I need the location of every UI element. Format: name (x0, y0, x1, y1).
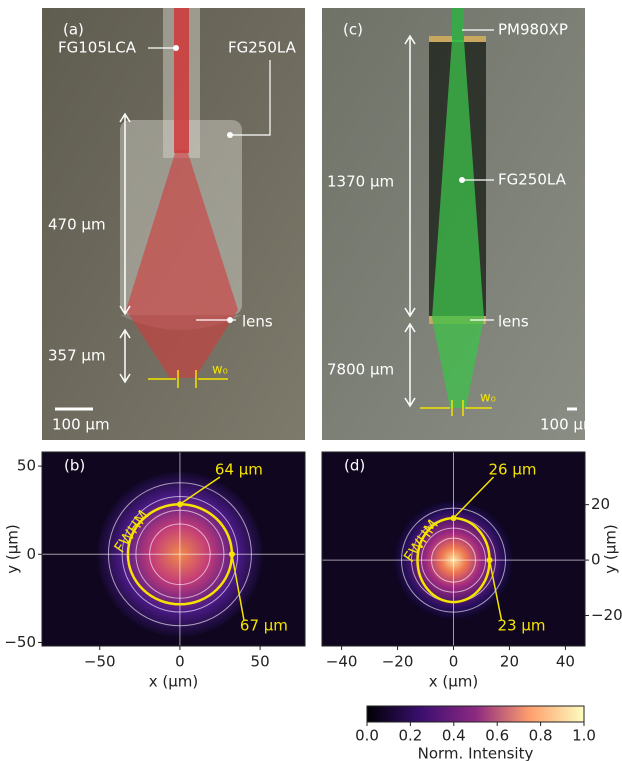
colorbar-label: Norm. Intensity (418, 745, 534, 761)
beam (452, 8, 464, 42)
y-tick-label: −20 (591, 606, 622, 624)
figure: (a) FG105LCA FG250LA 470 μm lens 357 μm … (0, 0, 622, 761)
scale-label: 100 μm (540, 416, 598, 434)
annotation: lens (498, 313, 529, 331)
x-tick-label: 0 (449, 653, 459, 671)
y-axis-label: y (μm) (4, 524, 22, 574)
panel-label: (d) (344, 457, 365, 475)
y-tick-label: 0 (591, 551, 601, 569)
annotation: w₀ (480, 391, 496, 406)
colorbar-tick-label: 0.2 (398, 727, 422, 745)
beam (174, 8, 189, 153)
panel-c: (c) PM980XP 1370 μm FG250LA lens 7800 μm… (322, 8, 598, 440)
x-axis-label: x (μm) (429, 673, 479, 691)
x-tick-label: 50 (251, 653, 270, 671)
annotation: 1370 μm (327, 173, 394, 191)
dot (459, 177, 465, 183)
y-axis-label: y (μm) (602, 524, 620, 574)
annotation: FG250LA (228, 39, 297, 57)
annotation: 67 μm (240, 617, 288, 635)
scale-label: 100 μm (52, 416, 110, 434)
annotation: 357 μm (48, 347, 106, 365)
y-tick-label: 0 (26, 545, 36, 563)
annotation: w₀ (212, 363, 228, 378)
panel-label: (c) (343, 21, 363, 39)
annotation: 23 μm (498, 617, 546, 635)
x-axis-label: x (μm) (149, 673, 199, 691)
annotation: 26 μm (489, 461, 537, 479)
colorbar-tick-label: 0.8 (529, 727, 553, 745)
panel-label: (b) (64, 457, 85, 475)
colorbar-tick-label: 1.0 (572, 727, 596, 745)
annotation: 64 μm (215, 461, 263, 479)
panel-a: (a) FG105LCA FG250LA 470 μm lens 357 μm … (42, 8, 305, 440)
x-tick-label: 20 (500, 653, 519, 671)
dot (227, 317, 233, 323)
y-tick-label: 50 (17, 457, 36, 475)
x-tick-label: −40 (326, 653, 358, 671)
dot (227, 132, 233, 138)
y-tick-label: 20 (591, 495, 610, 513)
annotation: lens (242, 313, 273, 331)
x-tick-label: −50 (84, 653, 116, 671)
x-tick-label: −20 (382, 653, 414, 671)
x-tick-label: 0 (175, 653, 185, 671)
annotation: 470 μm (48, 216, 106, 234)
panel-label: (a) (63, 21, 84, 39)
colorbar-tick-label: 0.6 (485, 727, 509, 745)
dot (173, 45, 179, 51)
colorbar-tick-label: 0.4 (442, 727, 466, 745)
annotation: FG250LA (498, 171, 567, 189)
annotation: PM980XP (498, 21, 568, 39)
y-tick-label: −50 (4, 633, 36, 651)
x-tick-label: 40 (556, 653, 575, 671)
annotation: FG105LCA (58, 39, 137, 57)
colorbar-tick-label: 0.0 (355, 727, 379, 745)
colorbar (367, 706, 584, 722)
annotation: 7800 μm (327, 361, 394, 379)
